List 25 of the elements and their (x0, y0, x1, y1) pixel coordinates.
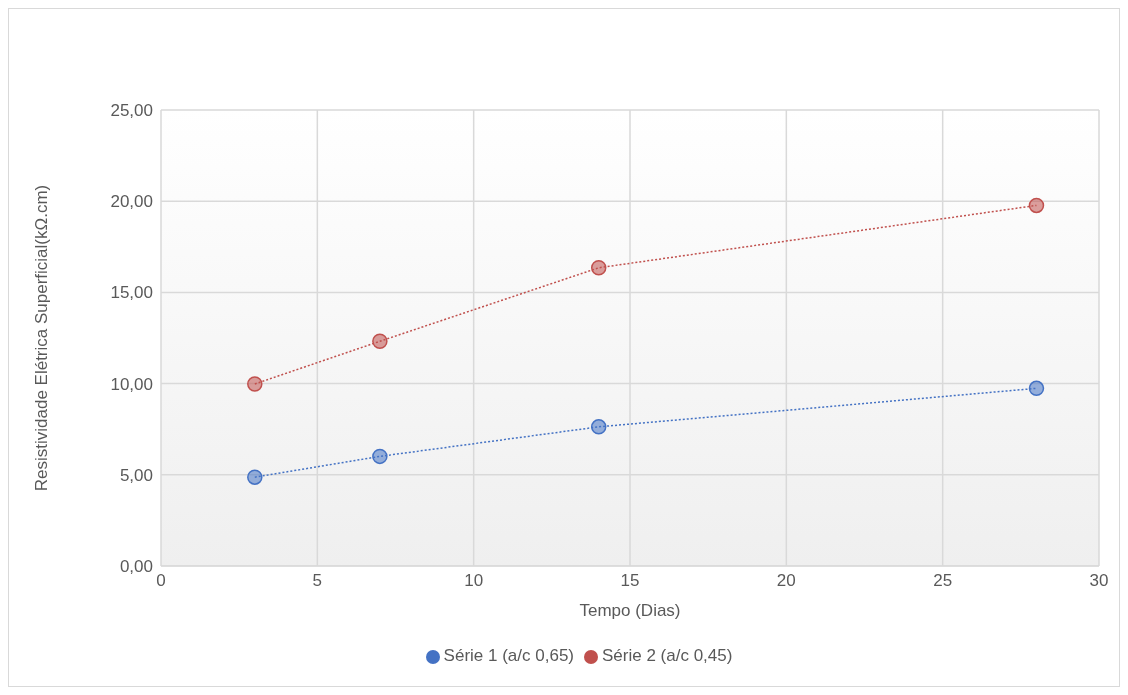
x-tick-label: 25 (933, 571, 953, 591)
legend-label: Série 2 (a/c 0,45) (602, 646, 733, 665)
legend-label: Série 1 (a/c 0,65) (443, 646, 574, 665)
point (590, 260, 607, 276)
x-tick-label: 30 (1089, 571, 1109, 591)
point (372, 333, 388, 350)
x-tick-label: 5 (312, 571, 323, 591)
y-tick-label: 15,00 (110, 283, 153, 303)
x-tick-label: 10 (464, 571, 484, 591)
y-tick-label: 25,00 (110, 101, 153, 121)
x-tick-label: 20 (776, 571, 796, 591)
y-tick-label: 5,00 (119, 465, 153, 485)
point (1028, 380, 1045, 397)
point (590, 419, 607, 435)
x-tick-label: 0 (156, 571, 166, 591)
x-tick-label: 15 (620, 571, 640, 591)
point (247, 469, 263, 485)
y-axis-title: Resistividade Elétrica Superficial(kΩ.cm) (32, 184, 52, 492)
point (247, 376, 263, 392)
x-axis-title: Tempo (Dias) (579, 601, 681, 620)
y-tick-label: 20,00 (110, 192, 153, 212)
y-tick-label: 10,00 (110, 374, 153, 394)
point (1028, 197, 1045, 214)
y-tick-label: 0,00 (119, 557, 153, 577)
point (372, 448, 388, 465)
